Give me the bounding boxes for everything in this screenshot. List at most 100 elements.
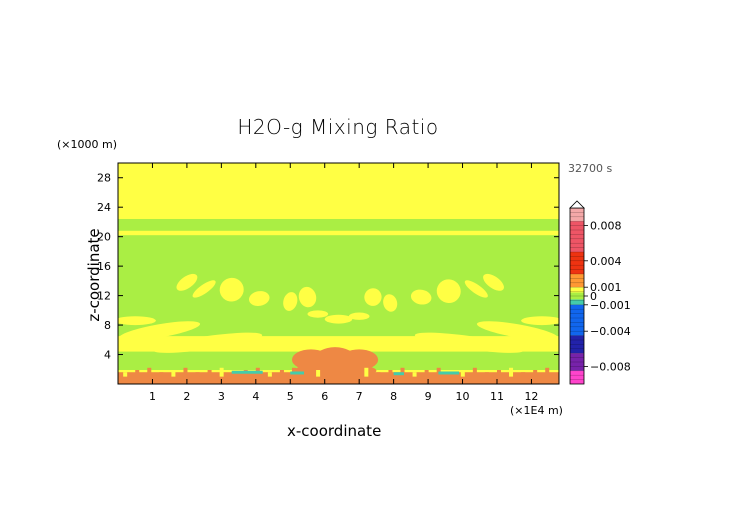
- plume-shape: [483, 273, 504, 291]
- colorbar-segment: [570, 221, 584, 252]
- x-axis-unit: (×1E4 m): [510, 404, 563, 417]
- surface-cell: [328, 367, 333, 377]
- plume-shape: [436, 279, 461, 304]
- x-axis: 1 2 3 4 5 6 7 8 9 10 11 12: [149, 163, 538, 403]
- plume-shape: [476, 321, 559, 341]
- surface-cell: [484, 372, 489, 377]
- surface-cell: [424, 370, 429, 377]
- x-tick-label: 9: [425, 390, 432, 403]
- colorbar-segment: [570, 252, 584, 274]
- colorbar-segment: [570, 304, 584, 336]
- plume-shape: [464, 280, 488, 298]
- surface-cell: [545, 367, 550, 377]
- time-stamp: 32700 s: [568, 162, 613, 175]
- colorbar-segment: [570, 299, 584, 305]
- surface-cell: [472, 367, 477, 377]
- y-axis-unit: (×1000 m): [57, 138, 118, 151]
- x-tick-label: 8: [390, 390, 397, 403]
- surface-anomaly: [118, 372, 559, 384]
- colorbar-segment: [570, 274, 584, 288]
- colorbar-tick-label: −0.001: [590, 299, 631, 312]
- surface-cell: [123, 372, 128, 377]
- plume-shape: [324, 314, 353, 324]
- surface-cell: [412, 372, 417, 377]
- plume-shape: [521, 316, 559, 326]
- chart-title: H2O-g Mixing Ratio: [237, 115, 439, 139]
- colorbar-segment: [570, 208, 584, 222]
- surface-cell: [147, 367, 152, 377]
- y-tick-label: 24: [97, 201, 111, 214]
- plume-shape: [152, 332, 263, 353]
- surface-cell: [400, 367, 405, 377]
- surface-cell: [352, 370, 357, 377]
- plume-shape: [283, 292, 298, 311]
- surface-cell: [304, 372, 309, 377]
- surface-cell: [183, 367, 188, 377]
- surface-cell: [267, 372, 272, 377]
- x-axis-label: x-coordinate: [287, 422, 382, 440]
- surface-cell: [159, 372, 164, 377]
- surface-cell: [364, 367, 369, 377]
- surface-cell: [533, 370, 538, 377]
- x-tick-label: 11: [490, 390, 504, 403]
- plume-shape: [118, 321, 201, 341]
- plume-shape: [348, 312, 370, 320]
- plume-shape: [248, 291, 270, 307]
- colorbar-segment: [570, 370, 584, 384]
- surface-cell: [219, 367, 224, 377]
- surface-cell: [316, 370, 321, 377]
- colorbar-tick-label: 0: [590, 290, 597, 303]
- y-tick-label: 16: [97, 260, 111, 273]
- plume-shape: [414, 332, 525, 353]
- negative-cell: [290, 371, 305, 375]
- plume-shape: [390, 341, 460, 351]
- x-tick-label: 4: [252, 390, 259, 403]
- y-tick-label: 28: [97, 172, 111, 185]
- plume-shape: [118, 316, 156, 326]
- surface-cell: [231, 372, 236, 377]
- x-tick-label: 10: [456, 390, 470, 403]
- colorbar-tick-label: 0.001: [590, 281, 622, 294]
- surface-cell: [376, 372, 381, 377]
- surface-cell: [521, 372, 526, 377]
- surface-cell: [207, 370, 212, 377]
- surface-cell: [195, 372, 200, 377]
- y-tick-label: 12: [97, 290, 111, 303]
- y-tick-label: 8: [104, 319, 111, 332]
- plume-shape: [298, 286, 317, 308]
- colorbar-tick-label: 0.008: [590, 220, 622, 233]
- x-tick-label: 6: [321, 390, 328, 403]
- plume-shape: [219, 277, 244, 302]
- plume-shape: [364, 288, 382, 306]
- surface-cell: [279, 370, 284, 377]
- x-tick-label: 12: [524, 390, 538, 403]
- colorbar-tick-label: 0.004: [590, 255, 622, 268]
- field-layer: [118, 163, 559, 384]
- plume-shape: [176, 273, 198, 291]
- colorbar-segment: [570, 287, 584, 293]
- plume-shape: [410, 289, 432, 305]
- plume-shape: [383, 294, 398, 312]
- surface-cell: [135, 370, 140, 377]
- x-tick-label: 2: [183, 390, 190, 403]
- surface-cell: [171, 370, 176, 377]
- surface-cell: [496, 370, 501, 377]
- x-tick-label: 1: [149, 390, 156, 403]
- plume-shape: [192, 280, 216, 298]
- negative-cell: [231, 370, 263, 374]
- surface-cell: [460, 370, 465, 377]
- colorbar-tick-label: −0.004: [590, 325, 631, 338]
- plume-shape: [217, 341, 287, 351]
- colorbar-extend-arrow: [569, 200, 585, 209]
- y-axis: 4 8 12 16 20 24 28: [97, 172, 559, 362]
- negative-cell: [438, 371, 460, 375]
- surface-cell: [388, 370, 393, 377]
- negative-cell: [393, 372, 404, 376]
- y-tick-label: 20: [97, 231, 111, 244]
- plume-shape: [307, 310, 329, 318]
- plot-frame: [117, 162, 560, 385]
- x-tick-label: 7: [356, 390, 363, 403]
- field-band-upper: [118, 218, 559, 231]
